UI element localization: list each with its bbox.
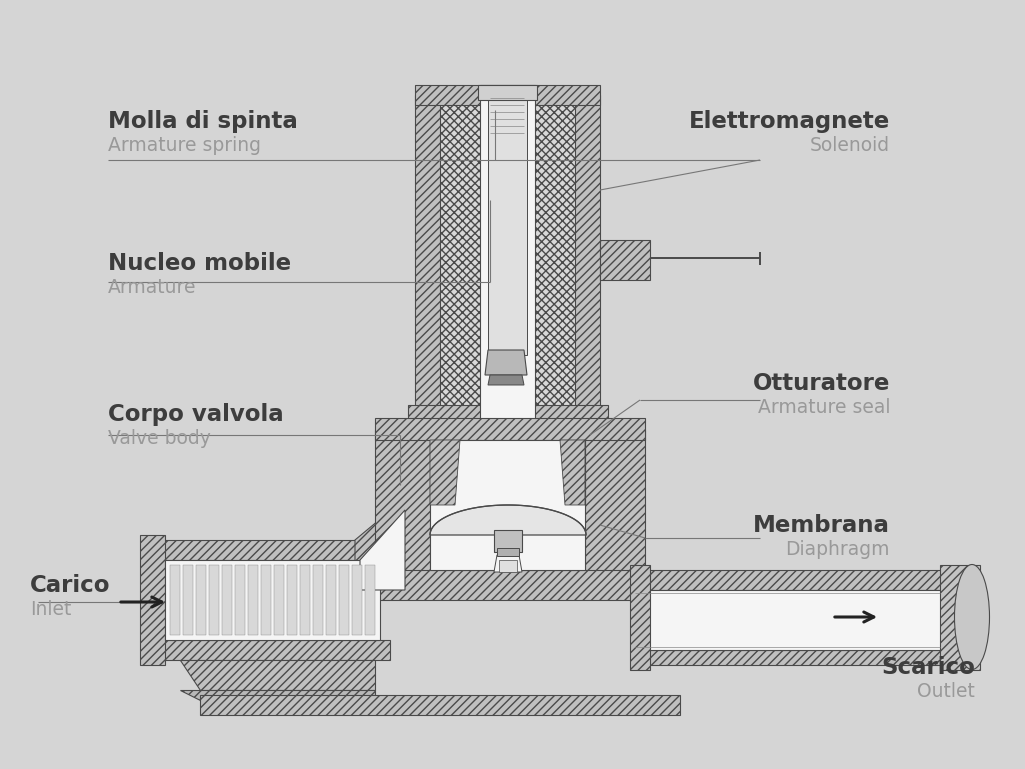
Bar (339, 565, 349, 635)
Polygon shape (355, 490, 415, 600)
Polygon shape (408, 405, 608, 430)
Text: Inlet: Inlet (30, 600, 72, 619)
Text: Molla di spinta: Molla di spinta (108, 110, 297, 133)
Text: Elettromagnete: Elettromagnete (689, 110, 890, 133)
Polygon shape (600, 240, 650, 280)
Polygon shape (200, 695, 680, 715)
Polygon shape (636, 570, 970, 590)
Bar (352, 565, 362, 635)
Bar (494, 530, 522, 552)
Bar (222, 565, 232, 635)
Polygon shape (375, 418, 645, 440)
Polygon shape (360, 510, 405, 590)
Polygon shape (375, 570, 645, 600)
Polygon shape (494, 555, 522, 572)
Text: Solenoid: Solenoid (810, 136, 890, 155)
Polygon shape (585, 430, 645, 590)
Text: Nucleo mobile: Nucleo mobile (108, 252, 291, 275)
Polygon shape (535, 105, 575, 405)
Bar (300, 565, 310, 635)
Polygon shape (485, 350, 527, 375)
Bar (313, 565, 323, 635)
Text: Valve body: Valve body (108, 429, 211, 448)
Ellipse shape (954, 564, 989, 670)
Polygon shape (415, 85, 600, 105)
Text: Otturatore: Otturatore (752, 372, 890, 395)
Bar (287, 565, 297, 635)
Polygon shape (560, 440, 585, 505)
Bar (235, 565, 245, 635)
Polygon shape (940, 565, 980, 670)
Bar (170, 565, 180, 635)
Bar (274, 565, 284, 635)
Polygon shape (375, 430, 430, 590)
Polygon shape (180, 690, 375, 710)
Polygon shape (155, 640, 390, 660)
Text: Membrana: Membrana (753, 514, 890, 537)
Bar (209, 565, 219, 635)
Polygon shape (415, 95, 440, 415)
Text: Corpo valvola: Corpo valvola (108, 403, 284, 426)
Bar (248, 565, 258, 635)
Bar (497, 548, 519, 556)
Polygon shape (630, 565, 650, 670)
Bar (196, 565, 206, 635)
Bar (499, 560, 517, 572)
Text: Outlet: Outlet (917, 682, 975, 701)
Bar (430, 440, 585, 570)
Text: Scarico: Scarico (882, 656, 975, 679)
Polygon shape (636, 650, 970, 665)
Polygon shape (480, 85, 535, 430)
Bar (365, 565, 375, 635)
Text: Armature: Armature (108, 278, 197, 297)
Polygon shape (140, 535, 165, 665)
Polygon shape (488, 375, 524, 385)
Bar (183, 565, 193, 635)
Polygon shape (430, 505, 586, 535)
Bar (326, 565, 336, 635)
Polygon shape (440, 105, 480, 405)
Text: Armature seal: Armature seal (757, 398, 890, 417)
Polygon shape (575, 95, 600, 415)
Bar (261, 565, 271, 635)
Text: Armature spring: Armature spring (108, 136, 261, 155)
Polygon shape (180, 660, 375, 690)
Text: Diaphragm: Diaphragm (785, 540, 890, 559)
Bar (488, 95, 527, 355)
Polygon shape (155, 540, 390, 560)
Bar (636, 590, 950, 650)
Bar (165, 560, 380, 640)
Polygon shape (478, 85, 537, 100)
Polygon shape (430, 440, 460, 505)
Text: Carico: Carico (30, 574, 111, 597)
